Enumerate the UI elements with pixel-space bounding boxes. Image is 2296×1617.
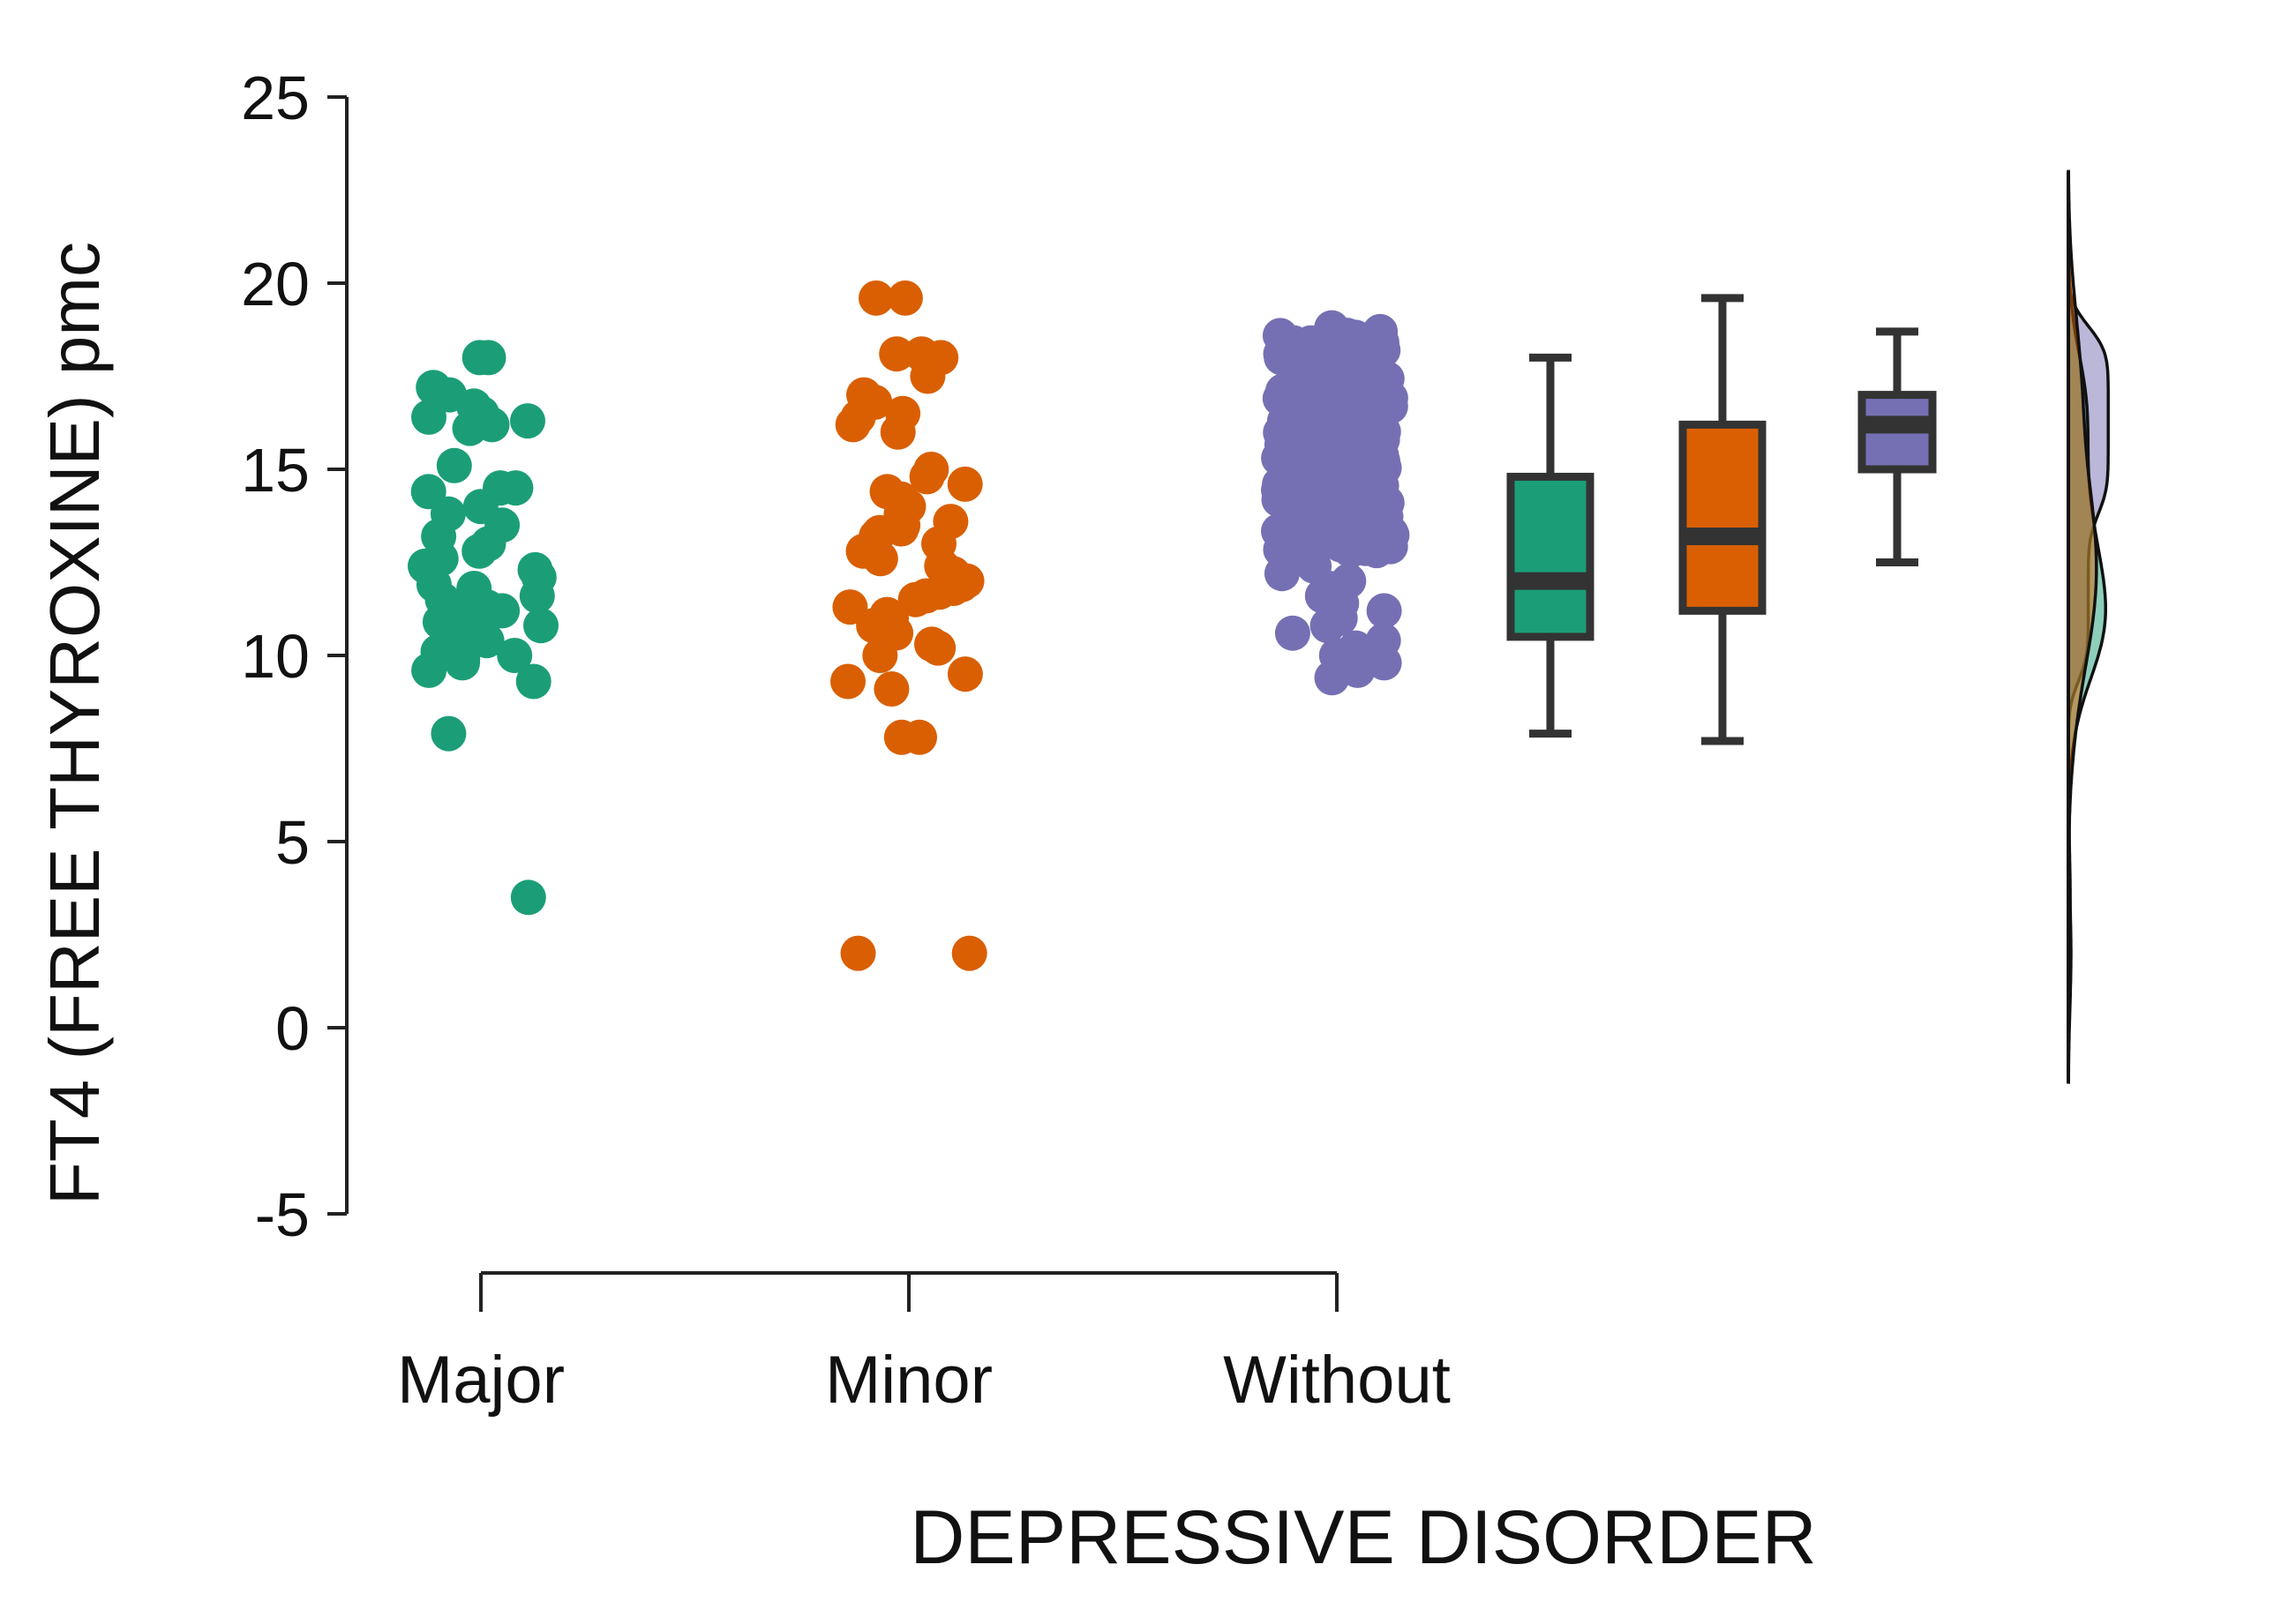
y-tick-label: 20 bbox=[241, 250, 310, 318]
data-point bbox=[519, 578, 555, 614]
data-point bbox=[1301, 406, 1337, 442]
data-point bbox=[523, 608, 559, 644]
data-point bbox=[909, 459, 945, 495]
data-point bbox=[880, 414, 916, 450]
data-point bbox=[874, 671, 910, 707]
data-point bbox=[947, 466, 983, 502]
x-axis-title: DEPRESSIVE DISORDER bbox=[910, 1495, 1816, 1580]
data-point bbox=[510, 403, 545, 439]
data-point bbox=[832, 589, 868, 625]
data-point bbox=[510, 880, 546, 916]
data-point bbox=[862, 638, 898, 673]
data-point bbox=[1371, 384, 1407, 420]
data-point bbox=[461, 533, 498, 569]
y-tick-label: 25 bbox=[241, 64, 310, 132]
data-point bbox=[1261, 482, 1297, 518]
data-point bbox=[883, 719, 919, 755]
density-curve bbox=[2067, 169, 2098, 1084]
data-point bbox=[862, 541, 898, 577]
data-point bbox=[951, 935, 987, 971]
y-axis: 25 20 15 10 5 0 -5 bbox=[241, 64, 349, 1249]
data-point bbox=[445, 645, 480, 681]
data-point bbox=[469, 623, 505, 659]
data-point bbox=[484, 593, 521, 629]
data-point bbox=[910, 358, 946, 394]
data-point bbox=[1314, 660, 1350, 696]
data-point bbox=[1262, 318, 1298, 354]
data-point bbox=[436, 447, 472, 483]
data-point bbox=[1366, 645, 1402, 681]
density-curves bbox=[2067, 169, 2110, 1084]
y-tick-label: 15 bbox=[241, 436, 310, 505]
box-plots bbox=[1506, 294, 1937, 745]
x-tick-label: Without bbox=[1223, 1343, 1451, 1418]
x-axis: Major Minor Without bbox=[397, 1271, 1451, 1418]
data-point bbox=[1360, 318, 1395, 355]
y-tick-label: 5 bbox=[275, 808, 310, 877]
data-point bbox=[920, 630, 957, 666]
data-point bbox=[1305, 437, 1341, 473]
data-point bbox=[947, 656, 983, 692]
data-point bbox=[411, 652, 447, 688]
data-point bbox=[1373, 515, 1409, 551]
data-point bbox=[1347, 530, 1384, 566]
data-point bbox=[431, 715, 467, 752]
data-point bbox=[879, 336, 915, 372]
data-point bbox=[1280, 363, 1317, 399]
data-point bbox=[1366, 593, 1402, 629]
data-point bbox=[859, 280, 894, 316]
data-point bbox=[470, 340, 506, 376]
data-point bbox=[411, 399, 446, 435]
y-tick-label: 10 bbox=[241, 622, 310, 691]
data-point bbox=[1319, 463, 1355, 499]
data-point bbox=[840, 935, 876, 971]
data-point bbox=[830, 663, 866, 700]
data-point bbox=[1321, 513, 1357, 550]
data-points bbox=[408, 280, 1410, 971]
data-point bbox=[1276, 530, 1312, 566]
box bbox=[1506, 472, 1594, 641]
data-point bbox=[1309, 608, 1346, 644]
data-point bbox=[1272, 397, 1308, 433]
x-tick-label: Major bbox=[397, 1343, 565, 1418]
data-point bbox=[1264, 426, 1300, 462]
data-point bbox=[515, 663, 551, 700]
data-point bbox=[497, 638, 533, 673]
y-tick-label: 0 bbox=[275, 994, 310, 1063]
data-point bbox=[1363, 468, 1399, 504]
y-axis-title: FT4 (FREE THYROXINE) pmc bbox=[35, 242, 114, 1205]
box bbox=[1678, 420, 1767, 615]
data-point bbox=[1337, 346, 1373, 382]
data-point bbox=[835, 407, 871, 443]
y-tick-label: -5 bbox=[255, 1180, 310, 1249]
data-point bbox=[887, 280, 923, 316]
data-point bbox=[452, 410, 488, 446]
data-point bbox=[897, 581, 934, 618]
data-point bbox=[1343, 389, 1378, 425]
data-point bbox=[1274, 615, 1310, 651]
x-tick-label: Minor bbox=[825, 1343, 993, 1418]
